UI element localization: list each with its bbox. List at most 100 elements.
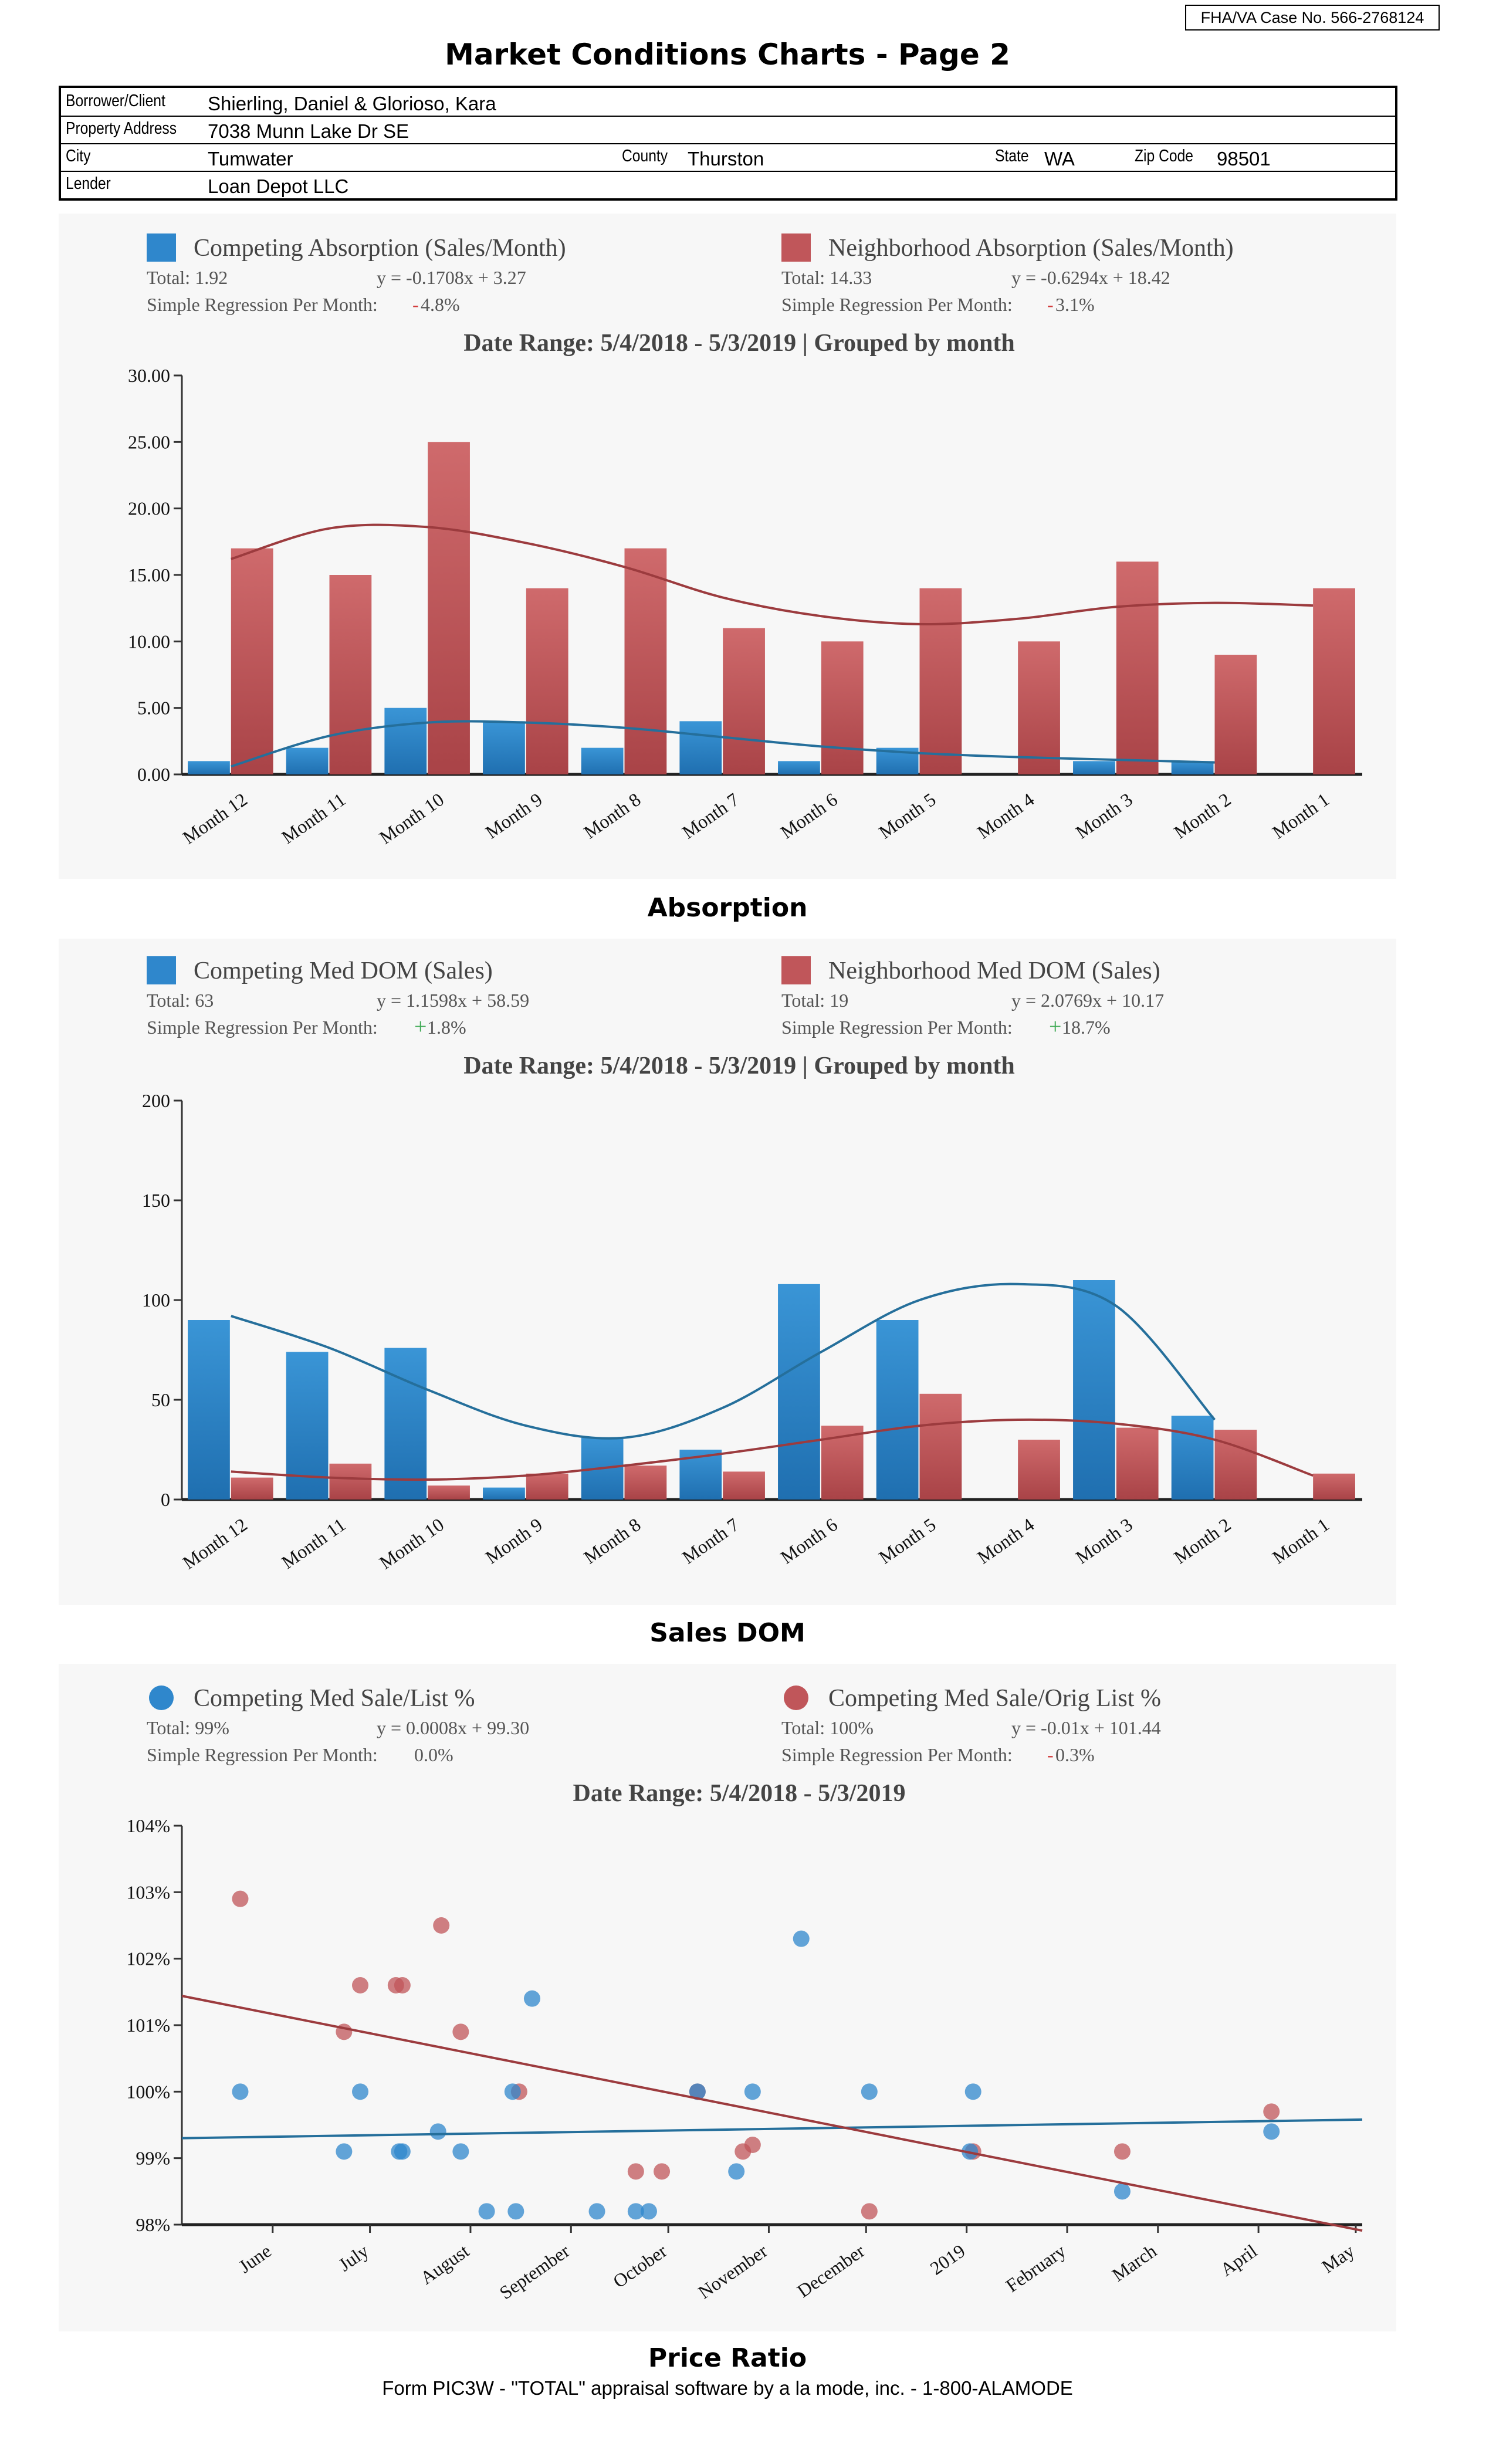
legend-swatch-competing: [147, 956, 176, 984]
x-tick-label: March: [1108, 2240, 1160, 2285]
x-tick-label: Month 12: [179, 1514, 251, 1573]
sale-list-point: [452, 2143, 469, 2160]
sale-list-point: [588, 2203, 605, 2220]
sale-list-point: [744, 2083, 761, 2100]
neighborhood-bar: [526, 588, 568, 774]
x-tick-label: May: [1318, 2240, 1358, 2277]
neighborhood-bar: [1116, 1427, 1159, 1500]
neighborhood-bar: [329, 575, 372, 774]
y-tick-label: 150: [142, 1190, 170, 1211]
state-label: State: [995, 147, 1029, 165]
orig-list-equation: y = -0.01x + 101.44: [1011, 1717, 1161, 1738]
date-range-label: Date Range: 5/4/2018 - 5/3/2019 | Groupe…: [463, 330, 1015, 357]
x-tick-label: Month 6: [777, 788, 841, 842]
y-tick-label: 10.00: [128, 631, 170, 652]
y-tick-label: 99%: [136, 2148, 170, 2169]
y-tick-label: 25.00: [128, 431, 170, 452]
neighborhood-bar: [821, 641, 864, 774]
legend-neighborhood-label: Neighborhood Absorption (Sales/Month): [828, 235, 1234, 262]
competing-regression-sign: +: [414, 1014, 427, 1039]
competing-regression-label: Simple Regression Per Month:: [147, 294, 378, 315]
neighborhood-bar: [231, 1477, 273, 1500]
x-tick-label: Month 8: [580, 1514, 644, 1568]
orig-list-point: [1263, 2103, 1280, 2120]
neighborhood-total: Total: 19: [781, 990, 848, 1011]
sale-list-point: [523, 1990, 540, 2007]
orig-list-point: [394, 1977, 411, 1993]
sale-list-point: [336, 2143, 353, 2160]
city-label: City: [66, 147, 91, 165]
neighborhood-bar: [1214, 655, 1257, 774]
sale-list-point: [394, 2143, 411, 2160]
competing-bar: [778, 1284, 820, 1500]
x-tick-label: June: [235, 2240, 275, 2277]
competing-bar: [1171, 1416, 1214, 1500]
legend-competing-label: Competing Med DOM (Sales): [194, 957, 493, 984]
neighborhood-bar: [428, 1485, 470, 1500]
sale-list-trend-line: [181, 2118, 1363, 2140]
neighborhood-regression-label: Simple Regression Per Month:: [781, 294, 1013, 315]
neighborhood-bar: [1116, 561, 1159, 774]
neighborhood-regression-sign: +: [1049, 1014, 1061, 1039]
competing-regression-sign: -: [412, 294, 419, 315]
y-tick-label: 98%: [136, 2214, 170, 2235]
competing-bar: [483, 721, 525, 774]
x-tick-label: Month 9: [482, 788, 546, 842]
competing-regression-value: 4.8%: [421, 294, 460, 315]
neighborhood-bar: [428, 442, 470, 774]
y-tick-label: 0: [161, 1489, 170, 1510]
borrower-row: Borrower/Client Shierling, Daniel & Glor…: [61, 88, 1395, 117]
competing-bar: [1171, 761, 1214, 774]
x-tick-label: Month 11: [277, 1514, 349, 1573]
orig-list-point: [232, 1890, 249, 1907]
x-tick-label: July: [334, 2240, 372, 2275]
y-tick-label: 15.00: [128, 564, 170, 585]
x-tick-label: Month 7: [678, 1514, 743, 1568]
competing-bar: [188, 761, 230, 774]
competing-total: Total: 63: [147, 990, 214, 1011]
competing-bar: [188, 1320, 230, 1500]
state-value: WA: [1044, 148, 1075, 170]
x-tick-label: Month 10: [375, 788, 448, 848]
lender-value: Loan Depot LLC: [208, 175, 349, 197]
x-tick-label: Month 2: [1170, 788, 1234, 842]
city-value: Tumwater: [208, 148, 293, 170]
x-tick-label: Month 3: [1072, 788, 1136, 842]
legend-neighborhood-label: Neighborhood Med DOM (Sales): [828, 957, 1160, 984]
sales-dom-chart-panel: Competing Med DOM (Sales) Total: 63 y = …: [59, 939, 1396, 1605]
sale-list-point: [689, 2083, 706, 2100]
y-tick-label: 200: [142, 1090, 170, 1111]
competing-equation: y = 1.1598x + 58.59: [377, 990, 529, 1011]
sale-list-point: [640, 2203, 657, 2220]
x-tick-label: Month 8: [580, 788, 644, 842]
zip-label: Zip Code: [1135, 147, 1194, 165]
sale-list-point: [861, 2083, 878, 2100]
x-tick-label: February: [1002, 2240, 1069, 2296]
sale-list-point: [1263, 2123, 1280, 2140]
sale-list-point: [429, 2123, 446, 2140]
y-tick-label: 102%: [126, 1948, 170, 1969]
orig-list-point: [452, 2023, 469, 2040]
y-tick-label: 0.00: [137, 764, 170, 785]
lender-label: Lender: [66, 174, 111, 193]
orig-list-total: Total: 100%: [781, 1717, 874, 1738]
competing-bar: [778, 761, 820, 774]
date-range-label: Date Range: 5/4/2018 - 5/3/2019: [573, 1780, 906, 1807]
orig-list-regression-label: Simple Regression Per Month:: [781, 1744, 1013, 1765]
page-title: Market Conditions Charts - Page 2: [445, 38, 1010, 72]
neighborhood-bar: [1313, 1473, 1355, 1500]
orig-list-point: [352, 1977, 369, 1993]
borrower-label: Borrower/Client: [66, 92, 165, 110]
sale-list-point: [507, 2203, 524, 2220]
footer-text: Form PIC3W - "TOTAL" appraisal software …: [382, 2377, 1073, 2399]
orig-list-point: [861, 2203, 878, 2220]
city-row: City Tumwater County Thurston State WA Z…: [61, 143, 1395, 172]
orig-list-regression-value: 0.3%: [1055, 1744, 1095, 1765]
absorption-title: Absorption: [647, 893, 808, 923]
subject-info-table: Borrower/Client Shierling, Daniel & Glor…: [59, 86, 1397, 201]
neighborhood-bar: [1018, 641, 1060, 774]
legend-swatch-competing: [147, 233, 176, 262]
x-tick-label: Month 7: [678, 788, 743, 842]
x-tick-label: November: [694, 2240, 771, 2303]
price-ratio-chart-panel: Competing Med Sale/List % Total: 99% y =…: [59, 1664, 1396, 2331]
